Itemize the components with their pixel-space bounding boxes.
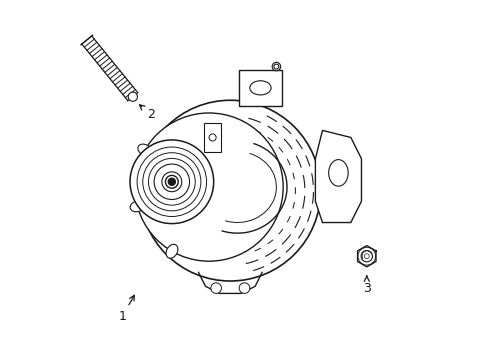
Ellipse shape: [166, 244, 178, 258]
Circle shape: [360, 251, 372, 262]
Circle shape: [239, 283, 249, 293]
Ellipse shape: [130, 201, 144, 212]
Circle shape: [272, 62, 280, 71]
Polygon shape: [203, 123, 221, 152]
Circle shape: [162, 172, 182, 192]
Circle shape: [128, 92, 137, 101]
Polygon shape: [315, 130, 361, 222]
Circle shape: [154, 164, 189, 199]
Ellipse shape: [328, 159, 347, 186]
Text: 3: 3: [362, 276, 370, 294]
Circle shape: [165, 175, 178, 188]
Ellipse shape: [138, 144, 152, 156]
Circle shape: [140, 100, 320, 281]
Circle shape: [210, 283, 221, 293]
Circle shape: [364, 254, 368, 259]
Ellipse shape: [249, 81, 270, 95]
Text: 1: 1: [118, 295, 134, 323]
Polygon shape: [239, 70, 281, 105]
Circle shape: [135, 113, 283, 261]
Circle shape: [130, 140, 213, 224]
Circle shape: [168, 178, 175, 185]
Text: 2: 2: [139, 105, 154, 121]
Polygon shape: [357, 246, 375, 267]
Circle shape: [209, 134, 216, 141]
Circle shape: [273, 64, 278, 69]
